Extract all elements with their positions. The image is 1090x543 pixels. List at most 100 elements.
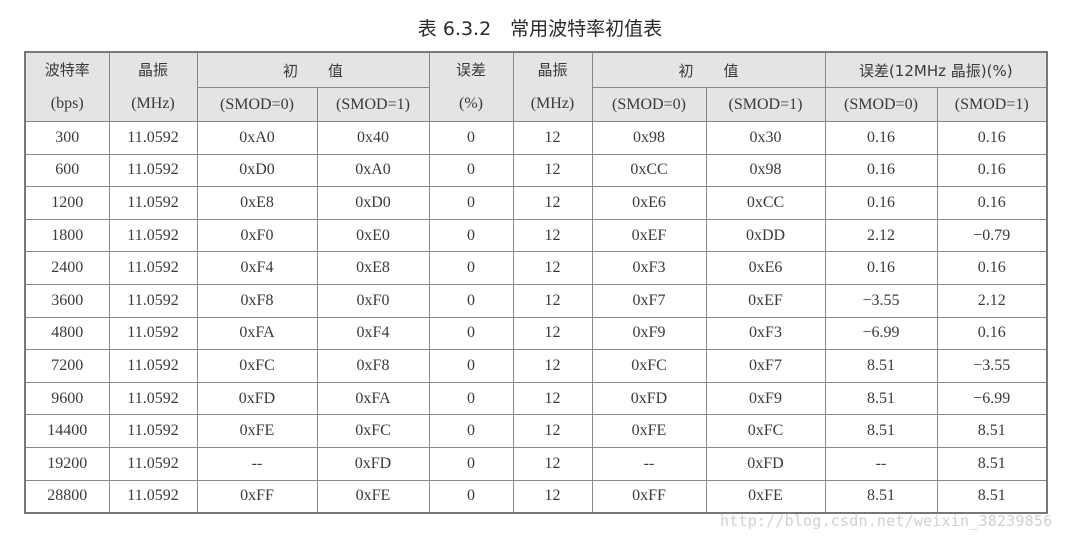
- cell-init-smod0: 0xF0: [196, 218, 318, 253]
- table-row: 19200 11.0592 -- 0xFD 0 12 -- 0xFD -- 8.51: [24, 446, 1048, 481]
- cell-init-smod1: 0xF8: [316, 349, 430, 383]
- cell-error: 0: [428, 479, 514, 514]
- cell-init12-smod0: 0x98: [591, 121, 707, 155]
- cell-error: 0: [428, 218, 514, 253]
- cell-osc-12: 12: [512, 153, 593, 188]
- cell-osc-12: 12: [512, 479, 593, 514]
- baud-rate-table: 波特率 (bps) 晶振 (MHz) 初 值 误差 (%) 晶振 (MHz) 初 值 误…: [24, 51, 1048, 515]
- cell-init-smod1: 0xD0: [316, 186, 430, 220]
- cell-init12-smod0: 0xE6: [591, 186, 707, 220]
- cell-error: 0: [428, 446, 514, 481]
- cell-init12-smod0: 0xF7: [591, 283, 707, 318]
- cell-err12-smod0: 0.16: [824, 186, 938, 220]
- cell-baud: 7200: [24, 349, 110, 383]
- cell-init12-smod0: 0xF3: [591, 251, 707, 285]
- header-smod1-12: (SMOD=1): [705, 87, 826, 122]
- cell-baud: 19200: [24, 446, 110, 481]
- cell-osc-12: 12: [512, 349, 593, 383]
- cell-err12-smod1: 2.12: [936, 283, 1048, 318]
- cell-init-smod0: 0xFC: [196, 349, 318, 383]
- table-row: 3600 11.0592 0xF8 0xF0 0 12 0xF7 0xEF −3.55 2.12: [24, 283, 1048, 318]
- table-row: 1800 11.0592 0xF0 0xE0 0 12 0xEF 0xDD 2.12 −0.79: [24, 218, 1048, 253]
- cell-osc: 11.0592: [108, 121, 198, 155]
- cell-init12-smod1: 0xF7: [705, 349, 826, 383]
- cell-baud: 1800: [24, 218, 110, 253]
- cell-err12-smod1: −0.79: [936, 218, 1048, 253]
- cell-init12-smod1: 0xF9: [705, 381, 826, 416]
- cell-osc: 11.0592: [108, 414, 198, 448]
- cell-error: 0: [428, 186, 514, 220]
- header-init-value-12: 初 值: [591, 51, 826, 88]
- cell-osc: 11.0592: [108, 479, 198, 514]
- table-row: 2400 11.0592 0xF4 0xE8 0 12 0xF3 0xE6 0.16 0.16: [24, 251, 1048, 285]
- table-row: 300 11.0592 0xA0 0x40 0 12 0x98 0x30 0.16 0.16: [24, 121, 1048, 155]
- cell-err12-smod1: 0.16: [936, 316, 1048, 351]
- cell-init12-smod0: 0xFE: [591, 414, 707, 448]
- cell-osc: 11.0592: [108, 283, 198, 318]
- cell-osc: 11.0592: [108, 251, 198, 285]
- cell-init-smod1: 0xFE: [316, 479, 430, 514]
- cell-err12-smod1: 8.51: [936, 446, 1048, 481]
- cell-baud: 300: [24, 121, 110, 155]
- watermark: http://blog.csdn.net/weixin_38239856: [720, 512, 1053, 530]
- cell-err12-smod0: --: [824, 446, 938, 481]
- table-row: 7200 11.0592 0xFC 0xF8 0 12 0xFC 0xF7 8.51 −3.55: [24, 349, 1048, 383]
- cell-baud: 600: [24, 153, 110, 188]
- cell-baud: 14400: [24, 414, 110, 448]
- cell-err12-smod0: 0.16: [824, 251, 938, 285]
- cell-err12-smod1: 0.16: [936, 121, 1048, 155]
- cell-init-smod0: 0xFD: [196, 381, 318, 416]
- cell-err12-smod0: 8.51: [824, 414, 938, 448]
- cell-init12-smod1: 0xF3: [705, 316, 826, 351]
- cell-err12-smod0: 2.12: [824, 218, 938, 253]
- cell-init-smod1: 0xF4: [316, 316, 430, 351]
- cell-init-smod1: 0x40: [316, 121, 430, 155]
- cell-error: 0: [428, 381, 514, 416]
- table-row: 1200 11.0592 0xE8 0xD0 0 12 0xE6 0xCC 0.16 0.16: [24, 186, 1048, 220]
- cell-init12-smod0: 0xFF: [591, 479, 707, 514]
- cell-baud: 1200: [24, 186, 110, 220]
- cell-osc: 11.0592: [108, 349, 198, 383]
- cell-error: 0: [428, 121, 514, 155]
- cell-err12-smod0: 8.51: [824, 479, 938, 514]
- header-osc: 晶振 (MHz): [108, 51, 198, 122]
- cell-err12-smod1: 0.16: [936, 153, 1048, 188]
- cell-init12-smod0: 0xCC: [591, 153, 707, 188]
- table-caption: 表 6.3.2 常用波特率初值表: [417, 18, 663, 40]
- cell-osc-12: 12: [512, 283, 593, 318]
- cell-init12-smod1: 0xEF: [705, 283, 826, 318]
- cell-osc-12: 12: [512, 446, 593, 481]
- header-smod0-12: (SMOD=0): [591, 87, 707, 122]
- cell-init-smod1: 0xF0: [316, 283, 430, 318]
- cell-err12-smod1: 0.16: [936, 186, 1048, 220]
- cell-init12-smod1: 0xE6: [705, 251, 826, 285]
- cell-err12-smod1: 0.16: [936, 251, 1048, 285]
- cell-osc: 11.0592: [108, 218, 198, 253]
- header-error: 误差 (%): [428, 51, 514, 122]
- cell-err12-smod0: 0.16: [824, 153, 938, 188]
- table-row: 28800 11.0592 0xFF 0xFE 0 12 0xFF 0xFE 8.51 8.51: [24, 479, 1048, 514]
- cell-osc: 11.0592: [108, 153, 198, 188]
- cell-error: 0: [428, 316, 514, 351]
- cell-osc: 11.0592: [108, 316, 198, 351]
- cell-error: 0: [428, 283, 514, 318]
- cell-err12-smod1: 8.51: [936, 414, 1048, 448]
- cell-error: 0: [428, 349, 514, 383]
- cell-init12-smod0: 0xFC: [591, 349, 707, 383]
- cell-osc-12: 12: [512, 186, 593, 220]
- cell-init-smod1: 0xE8: [316, 251, 430, 285]
- cell-init-smod1: 0xFD: [316, 446, 430, 481]
- table-row: 9600 11.0592 0xFD 0xFA 0 12 0xFD 0xF9 8.51 −6.99: [24, 381, 1048, 416]
- header-init-value: 初 值: [196, 51, 430, 88]
- cell-osc-12: 12: [512, 381, 593, 416]
- cell-error: 0: [428, 251, 514, 285]
- cell-baud: 28800: [24, 479, 110, 514]
- cell-osc: 11.0592: [108, 381, 198, 416]
- cell-init12-smod0: 0xFD: [591, 381, 707, 416]
- header-err-smod0: (SMOD=0): [824, 87, 938, 122]
- table-row: 14400 11.0592 0xFE 0xFC 0 12 0xFE 0xFC 8.51 8.51: [24, 414, 1048, 448]
- cell-err12-smod0: 8.51: [824, 349, 938, 383]
- cell-error: 0: [428, 153, 514, 188]
- cell-err12-smod1: −3.55: [936, 349, 1048, 383]
- cell-osc: 11.0592: [108, 186, 198, 220]
